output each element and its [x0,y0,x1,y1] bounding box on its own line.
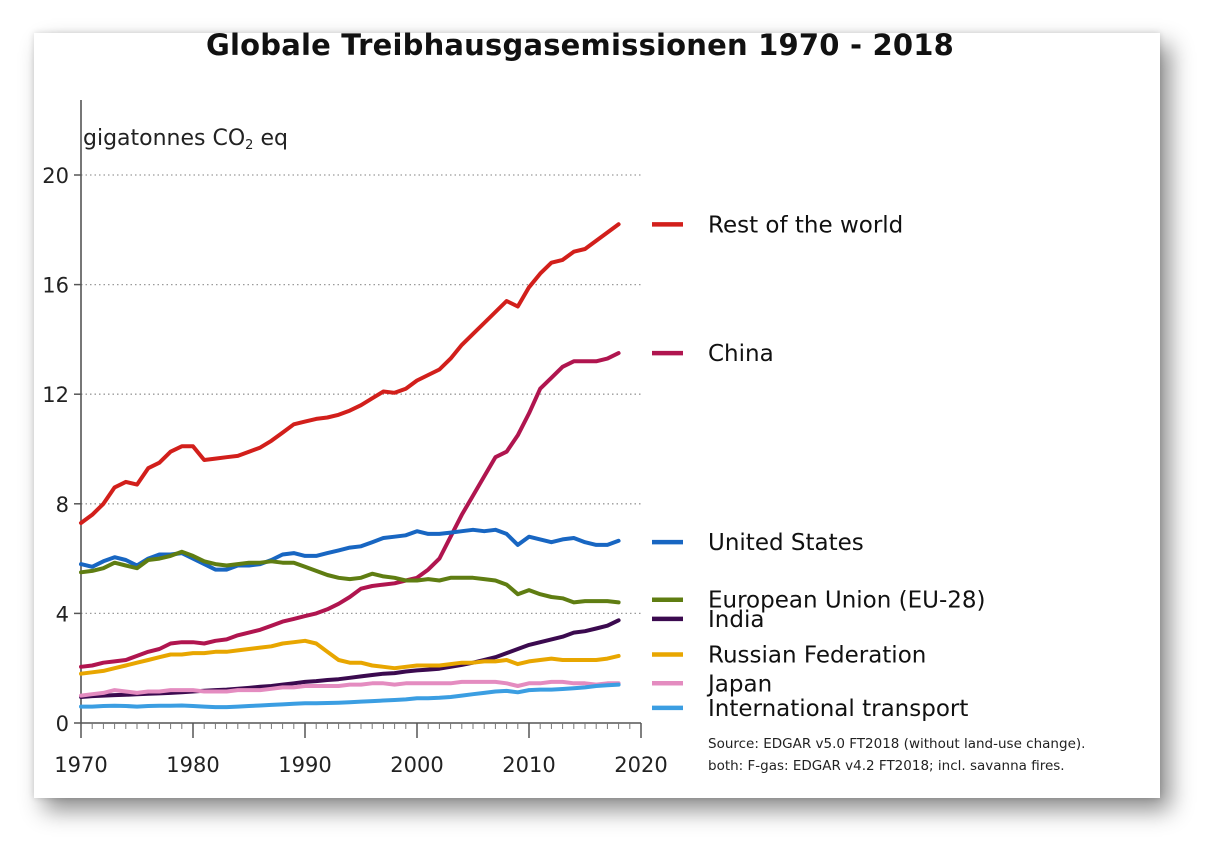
x-tick-label: 1990 [278,753,331,777]
legend-label: Rest of the world [708,212,903,238]
source-line: both: F-gas: EDGAR v4.2 FT2018; incl. sa… [708,758,1065,774]
y-tick-label: 8 [56,493,69,517]
series-line [79,682,621,710]
series-line [79,222,621,525]
source-line: Source: EDGAR v5.0 FT2018 (without land-… [708,736,1086,752]
chart-title: Globale Treibhausgasemissionen 1970 - 20… [206,28,954,62]
legend-label: India [708,607,764,633]
series-line [79,351,621,669]
series-line [79,679,621,698]
legend-label: United States [708,530,864,556]
x-tick-label: 2010 [502,753,555,777]
legend-label: Japan [706,671,772,697]
legend-label: International transport [708,696,968,722]
x-tick-label: 2020 [614,753,667,777]
x-tick-label: 1980 [166,753,219,777]
series-line [79,549,621,605]
y-tick-label: 12 [42,383,69,407]
x-tick-label: 1970 [54,753,107,777]
legend-label: Russian Federation [708,643,926,669]
series-line [79,618,621,699]
y-tick-label: 0 [56,712,69,736]
y-tick-label: 16 [42,274,69,298]
legend-label: China [708,341,774,367]
series-line [79,638,621,676]
x-tick-label: 2000 [390,753,443,777]
y-axis-label: gigatonnes CO2 eq [83,126,288,153]
chart-card [34,33,1160,798]
source-note: Source: EDGAR v5.0 FT2018 (without land-… [708,733,1085,777]
y-tick-label: 20 [42,164,69,188]
series-line [79,527,621,572]
legend-label: European Union (EU-28) [708,588,986,614]
y-tick-label: 4 [56,602,69,626]
